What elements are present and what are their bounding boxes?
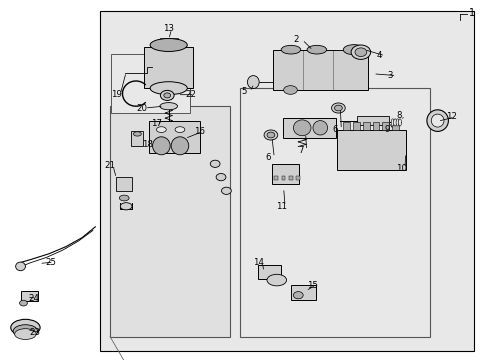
Ellipse shape (160, 90, 174, 100)
Bar (111, 54, 189, 113)
Text: 21: 21 (104, 161, 115, 170)
Text: 6: 6 (265, 153, 270, 162)
Ellipse shape (343, 45, 364, 55)
Bar (290, 285, 316, 300)
Text: 7: 7 (297, 146, 303, 155)
Text: 1: 1 (468, 8, 474, 18)
Bar (274, 176, 278, 180)
Ellipse shape (430, 114, 443, 127)
Bar (160, 38, 177, 45)
Text: 24: 24 (28, 294, 39, 302)
Ellipse shape (156, 127, 166, 132)
Ellipse shape (216, 174, 225, 181)
Text: 11: 11 (276, 202, 286, 211)
Bar (295, 176, 299, 180)
Ellipse shape (354, 48, 366, 57)
Bar (131, 131, 143, 146)
Ellipse shape (20, 300, 27, 306)
Ellipse shape (221, 187, 231, 194)
Bar (282, 118, 336, 138)
Bar (352, 122, 359, 130)
Ellipse shape (312, 121, 327, 135)
Ellipse shape (331, 103, 345, 113)
Bar (362, 122, 369, 130)
Ellipse shape (175, 127, 184, 132)
Ellipse shape (150, 39, 187, 51)
Ellipse shape (293, 292, 303, 299)
Bar (257, 265, 281, 279)
Ellipse shape (160, 103, 177, 110)
Text: 5: 5 (241, 87, 246, 96)
Bar (149, 121, 200, 153)
Ellipse shape (119, 195, 129, 201)
Text: 15: 15 (306, 281, 317, 289)
Ellipse shape (395, 119, 398, 126)
Ellipse shape (283, 86, 297, 94)
Text: 14: 14 (253, 258, 264, 266)
Text: 8: 8 (395, 111, 401, 120)
Ellipse shape (426, 110, 447, 131)
Text: 23: 23 (29, 328, 40, 337)
Ellipse shape (210, 160, 220, 167)
Ellipse shape (171, 137, 188, 155)
Bar (281, 176, 285, 180)
Text: 9: 9 (384, 125, 389, 134)
Ellipse shape (150, 82, 187, 95)
Text: 3: 3 (387, 71, 392, 80)
Ellipse shape (334, 105, 342, 111)
Bar (356, 116, 388, 125)
Bar (100, 11, 473, 351)
Ellipse shape (281, 45, 300, 54)
Text: 16: 16 (194, 127, 204, 136)
Text: 19: 19 (111, 90, 122, 99)
Text: 20: 20 (136, 104, 146, 112)
Ellipse shape (152, 137, 170, 155)
Text: 22: 22 (185, 90, 196, 99)
Ellipse shape (11, 319, 40, 336)
Bar (288, 176, 292, 180)
Text: 25: 25 (45, 258, 56, 266)
Ellipse shape (266, 132, 274, 138)
Bar (337, 130, 405, 170)
Bar (272, 50, 367, 90)
Ellipse shape (133, 132, 141, 136)
Bar (382, 122, 388, 130)
Ellipse shape (266, 274, 286, 286)
Text: 4: 4 (376, 51, 381, 60)
Ellipse shape (13, 325, 38, 338)
Bar (20, 291, 38, 301)
Bar (239, 88, 429, 337)
Ellipse shape (350, 45, 370, 59)
Ellipse shape (15, 329, 36, 339)
Text: 17: 17 (150, 119, 161, 128)
Bar (116, 177, 132, 191)
Bar (391, 122, 398, 130)
Ellipse shape (16, 262, 25, 271)
Bar (271, 164, 298, 184)
Ellipse shape (390, 119, 393, 126)
Ellipse shape (293, 120, 310, 136)
Bar (110, 106, 229, 337)
Text: 2: 2 (293, 35, 298, 44)
Bar (343, 122, 349, 130)
Text: 18: 18 (142, 140, 152, 149)
Ellipse shape (264, 130, 277, 140)
Text: 12: 12 (445, 112, 456, 121)
Ellipse shape (120, 203, 132, 210)
Ellipse shape (398, 119, 401, 126)
Ellipse shape (306, 45, 326, 54)
Ellipse shape (163, 93, 170, 98)
Ellipse shape (247, 76, 259, 89)
Text: 6: 6 (332, 125, 337, 134)
Bar (144, 47, 193, 88)
Text: 10: 10 (395, 163, 406, 172)
Bar (372, 122, 379, 130)
Ellipse shape (393, 119, 396, 126)
Text: 13: 13 (163, 24, 173, 33)
